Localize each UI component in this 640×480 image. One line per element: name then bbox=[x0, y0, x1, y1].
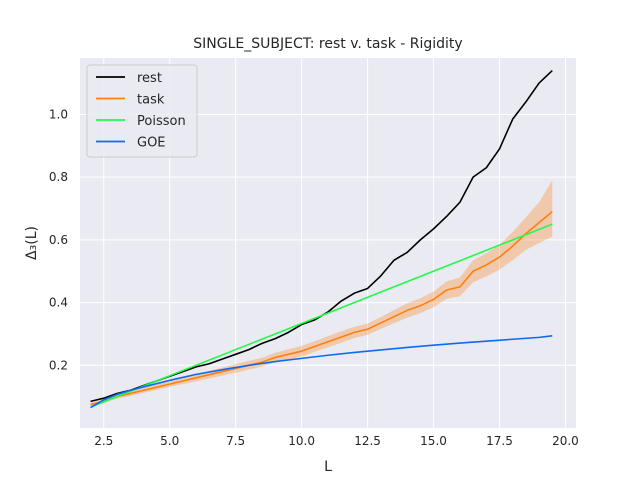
task-series-line bbox=[90, 211, 553, 406]
tick-labels: 2.5 5.0 7.5 10.0 12.5 15.0 17.5 20.0 0.2 0.4 0.6 0.… bbox=[49, 107, 579, 448]
goe-series-line bbox=[90, 335, 553, 409]
task-confidence-band bbox=[90, 180, 553, 407]
legend-label-poisson: Poisson bbox=[137, 114, 186, 129]
x-tick-label: 2.5 bbox=[94, 434, 113, 448]
legend-label-goe: GOE bbox=[137, 136, 166, 151]
x-tick-label: 10.0 bbox=[288, 434, 315, 448]
chart-title: SINGLE_SUBJECT: rest v. task - Rigidity bbox=[193, 36, 462, 52]
series-lines bbox=[90, 69, 553, 409]
y-tick-label: 0.8 bbox=[49, 170, 68, 184]
x-tick-label: 20.0 bbox=[552, 434, 579, 448]
y-tick-label: 0.4 bbox=[49, 296, 68, 310]
y-tick-label: 0.2 bbox=[49, 358, 68, 372]
y-axis-title: Δ₃(L) bbox=[24, 226, 40, 260]
legend-label-rest: rest bbox=[137, 71, 162, 86]
confidence-bands bbox=[90, 180, 553, 407]
x-tick-label: 17.5 bbox=[486, 434, 513, 448]
poisson-series-line bbox=[90, 223, 553, 408]
legend-label-task: task bbox=[137, 93, 165, 108]
x-tick-label: 7.5 bbox=[226, 434, 245, 448]
x-axis-title: L bbox=[324, 459, 332, 475]
legend-box bbox=[86, 64, 198, 158]
y-tick-label: 0.6 bbox=[49, 233, 68, 247]
legend: rest task Poisson GOE bbox=[86, 64, 198, 158]
x-tick-label: 12.5 bbox=[354, 434, 381, 448]
x-tick-label: 5.0 bbox=[160, 434, 179, 448]
y-tick-label: 1.0 bbox=[49, 107, 68, 121]
x-tick-label: 15.0 bbox=[420, 434, 447, 448]
